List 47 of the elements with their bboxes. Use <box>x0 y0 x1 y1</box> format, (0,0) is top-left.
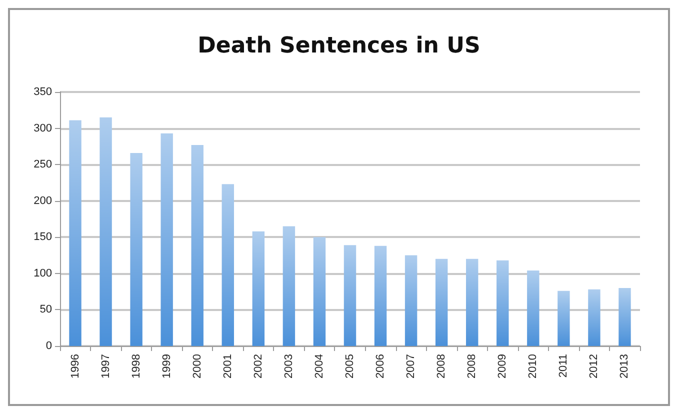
bar <box>252 231 265 346</box>
y-tick-label: 350 <box>34 86 52 98</box>
chart-title: Death Sentences in US <box>198 34 480 58</box>
bar <box>69 120 82 346</box>
x-tick-label: 2013 <box>618 354 631 378</box>
x-tick-label: 2011 <box>558 354 570 378</box>
x-tick-label: 1997 <box>100 354 112 378</box>
x-tick-label: 2009 <box>496 354 509 378</box>
x-tick-label: 2001 <box>222 354 234 378</box>
x-tick-label: 2008 <box>466 354 478 378</box>
x-tick-label: 1996 <box>69 354 82 378</box>
x-tick-label: 2010 <box>527 354 540 378</box>
x-tick-label: 2007 <box>405 354 418 378</box>
y-tick-label: 100 <box>34 267 52 280</box>
bar <box>558 290 570 346</box>
x-tick-label: 2002 <box>252 354 264 378</box>
bar <box>313 237 326 346</box>
bar <box>527 270 540 346</box>
x-tick-label: 2012 <box>588 354 600 378</box>
bar <box>130 152 142 346</box>
x-tick-label: 2003 <box>282 354 295 378</box>
bar <box>435 258 448 346</box>
bar <box>191 144 204 346</box>
y-tick-label: 50 <box>40 304 52 316</box>
bar <box>222 184 234 346</box>
bar <box>374 246 387 346</box>
x-tick-label: 1999 <box>160 354 173 378</box>
x-tick-label: 2008 <box>436 354 448 378</box>
x-tick-label: 2000 <box>191 354 204 378</box>
x-tick-label: 2006 <box>374 354 387 378</box>
bar <box>100 117 112 346</box>
y-tick-label: 200 <box>34 194 52 207</box>
bar <box>496 260 509 346</box>
bar <box>160 133 173 346</box>
x-tick-label: 1998 <box>130 354 142 378</box>
y-tick-label: 150 <box>34 231 52 244</box>
y-tick-label: 300 <box>34 122 52 134</box>
bar <box>588 289 600 346</box>
bar <box>466 258 478 346</box>
bar <box>282 226 296 346</box>
y-tick-label: 0 <box>46 340 52 352</box>
bar <box>344 245 356 346</box>
bar <box>618 288 631 346</box>
x-tick-label: 2004 <box>313 354 326 378</box>
bar <box>404 255 418 346</box>
y-tick-label: 250 <box>34 158 52 171</box>
x-tick-label: 2005 <box>344 354 356 378</box>
